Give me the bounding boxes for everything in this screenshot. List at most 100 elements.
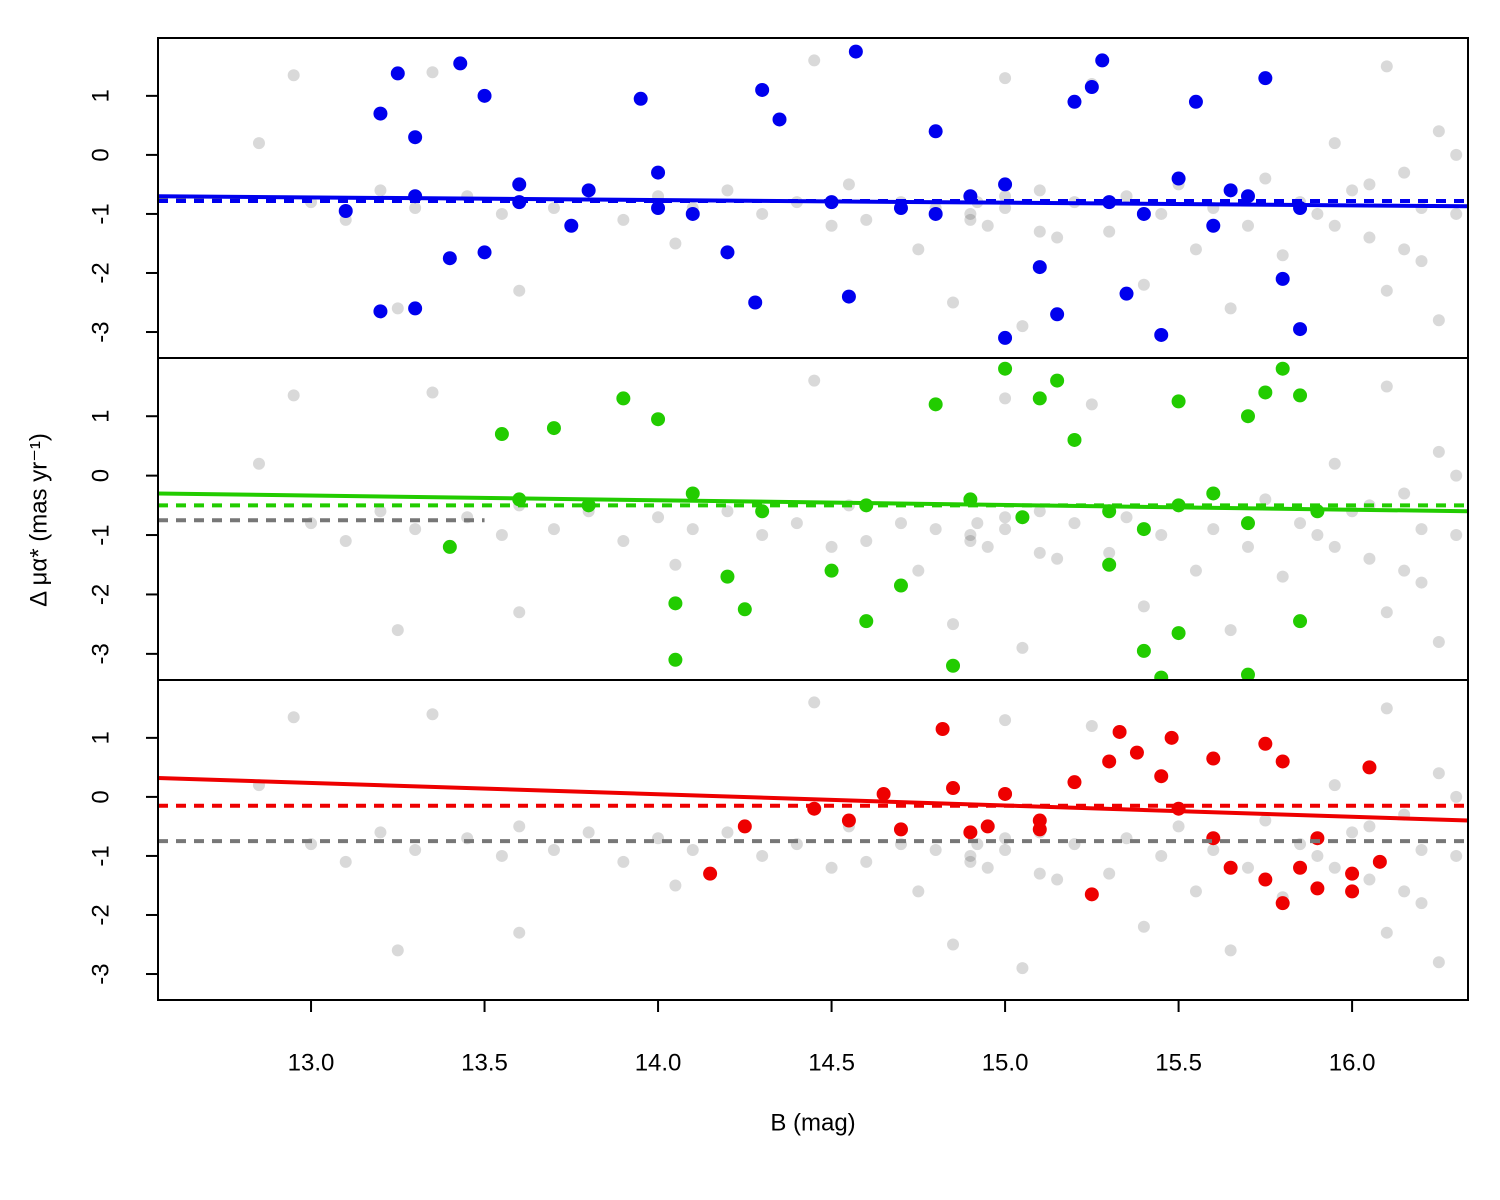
background-point (1380, 606, 1393, 619)
point (998, 177, 1013, 192)
point (1293, 322, 1308, 337)
background-point (1380, 284, 1393, 297)
point (946, 658, 961, 673)
point (848, 44, 863, 59)
y-tick-label: 0 (87, 790, 114, 803)
point (338, 203, 353, 218)
background-point (1033, 546, 1046, 559)
point (651, 412, 666, 427)
background-point (1415, 523, 1428, 536)
point (1258, 736, 1273, 751)
background-point (1276, 570, 1289, 583)
x-axis-label: B (mag) (770, 1109, 855, 1136)
background-point (1380, 702, 1393, 715)
background-point (894, 517, 907, 530)
point (1154, 670, 1169, 680)
point (668, 652, 683, 667)
point (1240, 516, 1255, 531)
background-point (1415, 255, 1428, 268)
background-point (808, 374, 821, 387)
point (1240, 409, 1255, 424)
point (1372, 854, 1387, 869)
background-point (756, 529, 769, 542)
point (1258, 385, 1273, 400)
background-point (1103, 867, 1116, 880)
point (1206, 751, 1221, 766)
background-point (1450, 529, 1463, 542)
point (1293, 614, 1308, 629)
background-point (1120, 190, 1133, 203)
background-point (999, 511, 1012, 524)
point (859, 614, 874, 629)
background-point (1398, 487, 1411, 500)
background-point (981, 540, 994, 553)
background-point (1432, 125, 1445, 138)
point (1119, 286, 1134, 301)
background-point (513, 820, 526, 833)
background-point (426, 386, 439, 399)
background-point (964, 534, 977, 547)
point (737, 819, 752, 834)
background-point (825, 219, 838, 232)
point (928, 124, 943, 139)
background-point (912, 885, 925, 898)
background-point (947, 618, 960, 631)
background-point (1051, 231, 1064, 244)
background-point (721, 505, 734, 518)
background-point (1415, 576, 1428, 589)
background-point (721, 184, 734, 197)
point (651, 201, 666, 216)
point (512, 177, 527, 192)
background-point (339, 855, 352, 868)
point (876, 786, 891, 801)
background-point (1328, 457, 1341, 470)
point (651, 165, 666, 180)
background-point (652, 511, 665, 524)
background-point (964, 213, 977, 226)
background-point (1450, 207, 1463, 220)
background-point (1276, 249, 1289, 262)
y-tick-label: -3 (87, 963, 114, 984)
y-axis-label: Δ μα* (mas yr⁻¹) (25, 433, 52, 607)
background-point (1207, 523, 1220, 536)
point (1293, 388, 1308, 403)
background-point (513, 606, 526, 619)
background-point (1241, 540, 1254, 553)
point (1050, 307, 1065, 322)
point (453, 56, 468, 71)
point (1188, 94, 1203, 109)
background-point (1398, 243, 1411, 256)
background-point (1016, 641, 1029, 654)
y-tick-label: -2 (87, 262, 114, 283)
background-point (756, 849, 769, 862)
point (1084, 80, 1099, 95)
point (373, 304, 388, 319)
point (1015, 510, 1030, 525)
point (1293, 860, 1308, 875)
x-tick-label: 13.5 (461, 1049, 508, 1076)
background-point (1207, 844, 1220, 857)
point (1362, 760, 1377, 775)
background-point (1016, 320, 1029, 333)
background-point (1346, 826, 1359, 839)
background-point (947, 296, 960, 309)
background-point (686, 523, 699, 536)
point (998, 786, 1013, 801)
y-tick-label: 1 (87, 410, 114, 423)
panel-frame (157, 357, 1469, 681)
point (1136, 206, 1151, 221)
point (1084, 887, 1099, 902)
background-point (1259, 814, 1272, 827)
point (477, 88, 492, 103)
background-point (1311, 529, 1324, 542)
background-point (1328, 540, 1341, 553)
background-point (374, 826, 387, 839)
point (1032, 391, 1047, 406)
point (408, 301, 423, 316)
background-point (495, 849, 508, 862)
fit-line (158, 491, 1468, 514)
background-point (1363, 873, 1376, 886)
background-point (825, 861, 838, 874)
background-point (1363, 231, 1376, 244)
